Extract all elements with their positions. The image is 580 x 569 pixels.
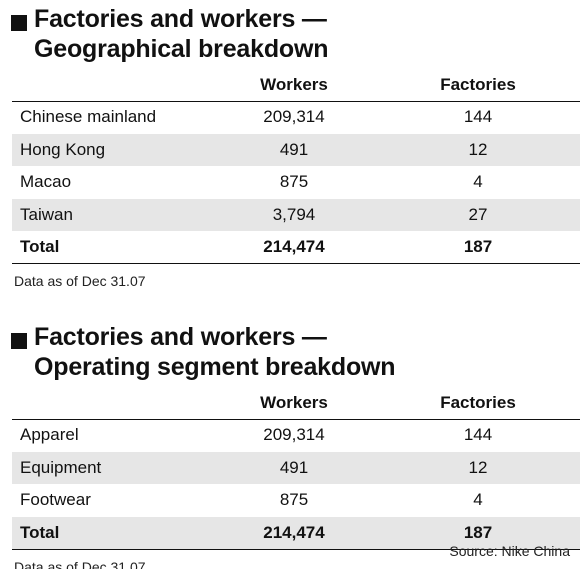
row-factories: 4 [376, 166, 580, 199]
row-factories: 144 [376, 419, 580, 452]
row-factories: 4 [376, 484, 580, 517]
total-factories: 187 [376, 231, 580, 264]
table-row: Taiwan 3,794 27 [12, 198, 580, 232]
total-factories: 187 [376, 516, 580, 550]
row-workers: 3,794 [212, 198, 376, 232]
row-workers: 491 [212, 133, 376, 167]
row-workers: 875 [212, 484, 376, 517]
row-factories: 12 [376, 133, 580, 167]
section-title: Factories and workers — Geographical bre… [0, 0, 580, 64]
row-factories: 12 [376, 451, 580, 485]
section-title-line-1: Factories and workers — [34, 323, 327, 351]
table-header-row: Workers Factories [12, 387, 580, 420]
total-row: Total 214,474 187 [12, 516, 580, 550]
table-row: Macao 875 4 [12, 166, 580, 199]
source-credit: Source: Nike China [449, 543, 570, 559]
table-row: Equipment 491 12 [12, 451, 580, 485]
section-title-line-2: Operating segment breakdown [34, 353, 396, 381]
row-workers: 491 [212, 451, 376, 485]
table-header-row: Workers Factories [12, 69, 580, 102]
geographical-breakdown-section: Factories and workers — Geographical bre… [0, 0, 580, 289]
data-date-note: Data as of Dec 31.07 [14, 273, 146, 289]
section-title-line-1: Factories and workers — [34, 5, 327, 33]
row-label: Hong Kong [12, 133, 212, 167]
square-bullet-icon [11, 333, 27, 349]
table-row: Hong Kong 491 12 [12, 133, 580, 167]
operating-segment-table: Workers Factories Apparel 209,314 144 Eq… [12, 387, 580, 550]
row-label: Footwear [12, 484, 212, 517]
row-label: Chinese mainland [12, 101, 212, 134]
section-title-line-2: Geographical breakdown [34, 35, 329, 63]
square-bullet-icon [11, 15, 27, 31]
operating-segment-section: Factories and workers — Operating segmen… [0, 318, 580, 569]
row-label: Apparel [12, 419, 212, 452]
total-label: Total [12, 516, 212, 550]
row-label: Taiwan [12, 198, 212, 232]
total-workers: 214,474 [212, 231, 376, 264]
geographical-table: Workers Factories Chinese mainland 209,3… [12, 69, 580, 264]
header-workers: Workers [212, 69, 376, 102]
header-label [12, 69, 212, 102]
row-label: Equipment [12, 451, 212, 485]
total-row: Total 214,474 187 [12, 231, 580, 264]
table-row: Footwear 875 4 [12, 484, 580, 517]
header-factories: Factories [376, 69, 580, 102]
total-label: Total [12, 231, 212, 264]
table-row: Apparel 209,314 144 [12, 419, 580, 452]
row-workers: 209,314 [212, 419, 376, 452]
row-factories: 144 [376, 101, 580, 134]
row-factories: 27 [376, 198, 580, 232]
table-row: Chinese mainland 209,314 144 [12, 101, 580, 134]
header-label [12, 387, 212, 420]
section-title: Factories and workers — Operating segmen… [0, 318, 580, 382]
header-workers: Workers [212, 387, 376, 420]
row-workers: 875 [212, 166, 376, 199]
row-workers: 209,314 [212, 101, 376, 134]
row-label: Macao [12, 166, 212, 199]
header-factories: Factories [376, 387, 580, 420]
total-workers: 214,474 [212, 516, 376, 550]
data-date-note: Data as of Dec 31.07 [14, 558, 146, 569]
